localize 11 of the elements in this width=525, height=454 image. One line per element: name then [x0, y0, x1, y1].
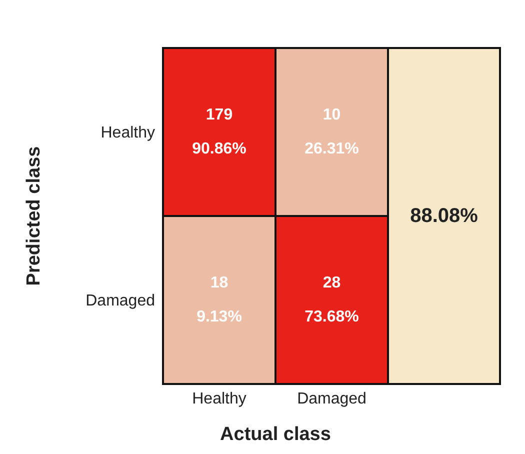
annotation: 73.68% [304, 308, 359, 326]
annotation: 26.31% [304, 140, 359, 158]
text: 88.08% [387, 47, 501, 385]
data-label: 18 [210, 274, 228, 292]
annotation: 9.13% [196, 308, 242, 326]
x-axis-title: Actual class [220, 424, 331, 445]
data-label: 10 [322, 106, 341, 124]
annotation: 90.86% [192, 140, 246, 158]
data-label: 28 [322, 274, 341, 292]
y-axis-title: Predicted class [24, 146, 45, 286]
data-label: 179 [206, 106, 233, 124]
